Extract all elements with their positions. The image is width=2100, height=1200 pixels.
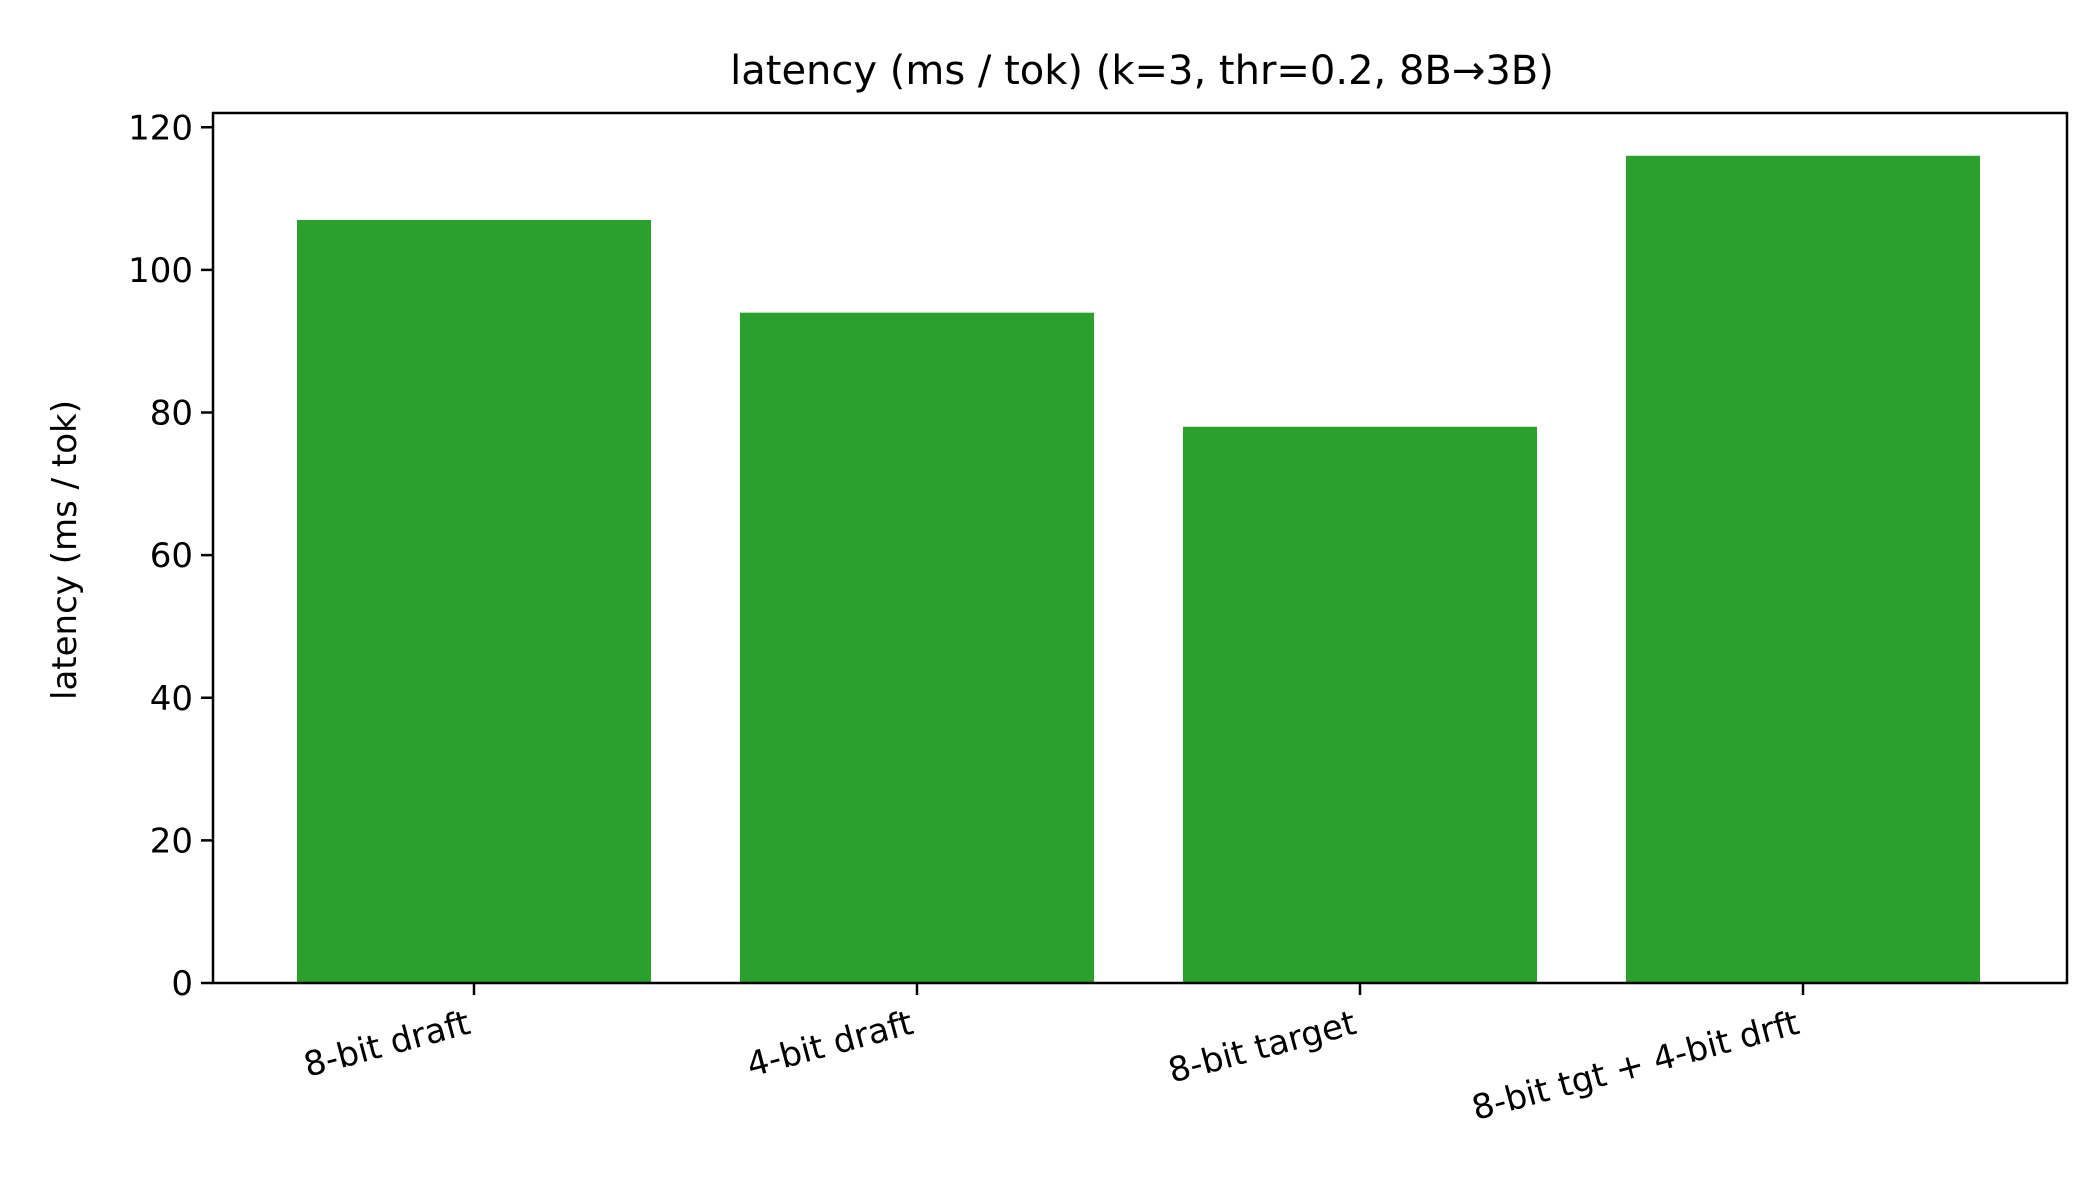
y-axis-ticks: 0 20 40 60 80 100 120 xyxy=(128,108,213,1004)
y-tick-label: 40 xyxy=(150,679,193,719)
y-tick-label: 20 xyxy=(150,821,193,861)
y-axis-label: latency (ms / tok) xyxy=(45,400,85,700)
y-tick-label: 100 xyxy=(128,251,193,291)
y-tick-label: 80 xyxy=(150,394,193,434)
y-tick-label: 0 xyxy=(171,964,193,1004)
x-tick-label: 4-bit draft xyxy=(743,1003,918,1086)
bar-1 xyxy=(297,219,651,983)
chart-title: latency (ms / tok) (k=3, thr=0.2, 8B→3B) xyxy=(730,48,1554,94)
y-tick-label: 120 xyxy=(128,108,193,148)
x-tick-label: 8-bit draft xyxy=(300,1003,475,1086)
bar-3 xyxy=(1183,426,1537,983)
x-tick-label: 8-bit target xyxy=(1164,1003,1360,1091)
y-tick-label: 60 xyxy=(150,536,193,576)
bar-4 xyxy=(1626,155,1980,984)
plot-area-frame xyxy=(211,111,2069,985)
bar-2 xyxy=(740,312,1094,983)
x-axis-ticks: 8-bit draft 4-bit draft 8-bit target 8-bit … xyxy=(300,983,1805,1129)
bars-group xyxy=(297,155,1980,984)
x-tick-label: 8-bit tgt + 4-bit drft xyxy=(1468,1003,1804,1129)
